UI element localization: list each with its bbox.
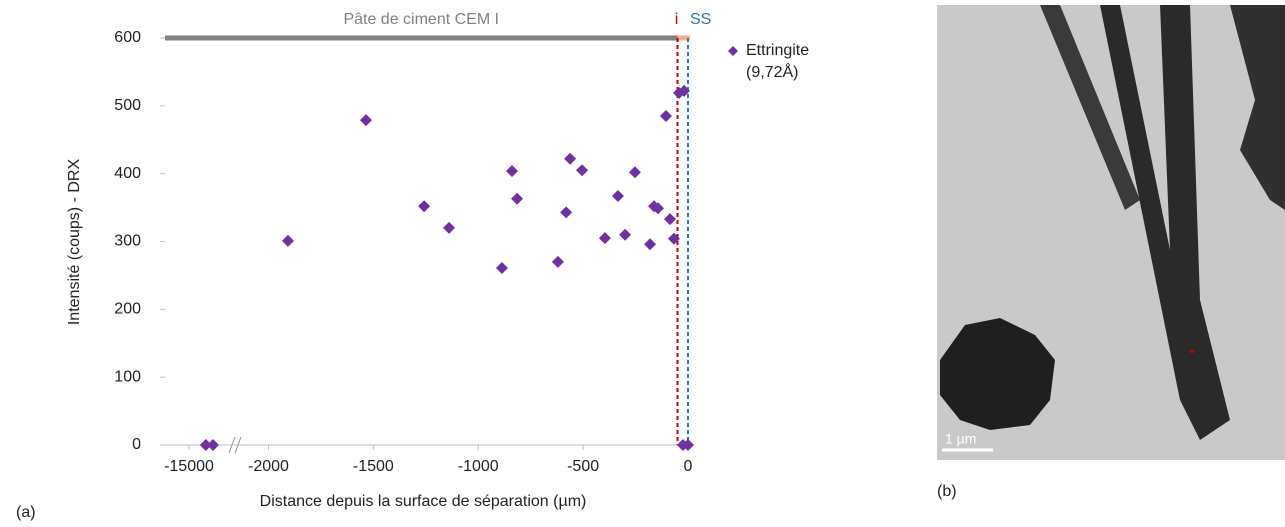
data-point [443,221,456,234]
x-axis-title: Distance depuis la surface de séparation… [260,493,587,510]
data-point [564,152,577,165]
micrograph [937,5,1285,460]
x-tick-label: -500 [567,458,599,475]
y-tick-label: 500 [114,97,141,114]
data-point [667,232,680,245]
data-point [619,228,632,241]
data-point [659,110,672,123]
legend-label: Ettringite (9,72Å) [746,42,810,81]
data-point [199,439,212,451]
x-tick-label: 0 [684,458,693,475]
interface-label: i [675,11,679,28]
y-tick-label: 0 [132,436,141,453]
data-point [678,84,691,97]
y-tick-label: 600 [114,29,141,46]
data-point [511,192,524,205]
data-point [682,439,694,451]
data-point [652,202,665,215]
zone-label: Pâte de ciment CEM I [343,11,499,28]
scale-label: 1 µm [945,431,976,447]
x-tick-label: -2000 [248,458,289,475]
y-tick-label: 400 [114,165,141,182]
x-tick-label: -15000 [164,458,214,475]
x-tick-label: -1000 [458,458,499,475]
axis-break [228,436,236,454]
y-tick-label: 100 [114,368,141,385]
data-point [560,206,573,219]
data-point [598,232,611,245]
interface-label: SS [690,11,711,28]
data-point [207,439,219,451]
y-tick-label: 200 [114,301,141,318]
panel-label: (b) [937,483,957,500]
data-point [418,200,431,213]
data-point [576,164,589,177]
data-point [495,261,508,274]
data-point [611,190,624,203]
data-point [506,164,519,177]
data-point [628,166,641,179]
y-axis-title: Intensité (coups) - DRX [66,159,83,326]
legend-marker [728,46,738,56]
data-point [281,234,294,247]
x-tick-label: -1500 [353,458,394,475]
data-point [644,238,657,251]
data-point [663,213,676,226]
data-point [360,114,373,127]
y-tick-label: 300 [114,233,141,250]
data-point [551,255,564,268]
axis-break [234,436,242,454]
panel-label: (a) [16,504,36,521]
